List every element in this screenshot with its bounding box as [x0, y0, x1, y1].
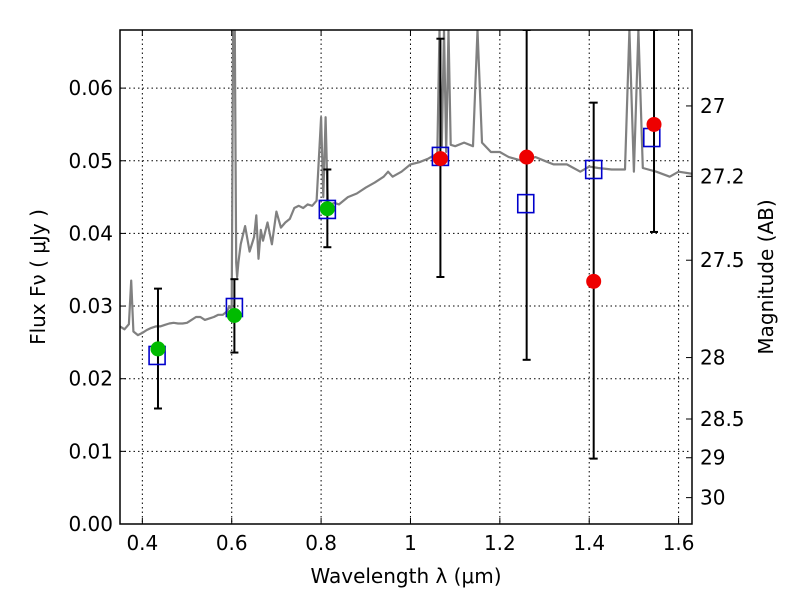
data-point [432, 151, 448, 167]
x-tick-label: 1.6 [663, 531, 695, 555]
observed-points [150, 116, 662, 357]
y-tick-label: 0.06 [68, 76, 113, 100]
y2-axis-ticks: 27 27.2 27.5 28 28.5 29 30 [686, 94, 745, 510]
model-box [318, 199, 337, 220]
x-tick-label: 1.2 [484, 531, 516, 555]
model-box [584, 159, 603, 180]
x-axis-title: Wavelength λ (μm) [310, 564, 501, 588]
template-line [120, 30, 692, 337]
y2-tick-label: 27.5 [700, 248, 745, 272]
data-point [519, 149, 535, 165]
y-axis-title: Flux Fν ( μJy ) [26, 209, 50, 345]
data-point [646, 116, 662, 132]
y2-tick-label: 27.2 [700, 164, 745, 188]
y2-tick-label: 29 [700, 446, 725, 470]
y2-tick-label: 30 [700, 486, 725, 510]
template-spectrum [120, 30, 692, 337]
x-tick-label: 1 [404, 531, 417, 555]
y2-tick-label: 28 [700, 346, 725, 370]
grid [120, 30, 692, 525]
y2-tick-label: 27 [700, 94, 725, 118]
y-tick-label: 0.02 [68, 367, 113, 391]
y-axis-ticks: 0.00 0.01 0.02 0.03 0.04 0.05 0.06 [68, 76, 126, 536]
x-tick-label: 1.4 [573, 531, 605, 555]
data-point [319, 201, 335, 217]
model-box [516, 193, 535, 214]
y2-axis-title: Magnitude (AB) [754, 199, 778, 354]
data-point [150, 341, 166, 357]
x-tick-label: 0.8 [305, 531, 337, 555]
y-tick-label: 0.00 [68, 512, 113, 536]
data-point [586, 273, 602, 289]
x-tick-label: 0.4 [126, 531, 158, 555]
x-tick-label: 0.6 [216, 531, 248, 555]
data-point [226, 308, 242, 324]
model-boxes [148, 127, 661, 366]
error-bars [153, 30, 659, 460]
x-axis-ticks: 0.4 0.6 0.8 1 1.2 1.4 1.6 [126, 30, 695, 555]
y-tick-label: 0.04 [68, 221, 113, 245]
y-tick-label: 0.01 [68, 439, 113, 463]
y-tick-label: 0.03 [68, 294, 113, 318]
plot-frame [119, 29, 693, 525]
y-tick-label: 0.05 [68, 149, 113, 173]
y2-tick-label: 28.5 [700, 407, 745, 431]
